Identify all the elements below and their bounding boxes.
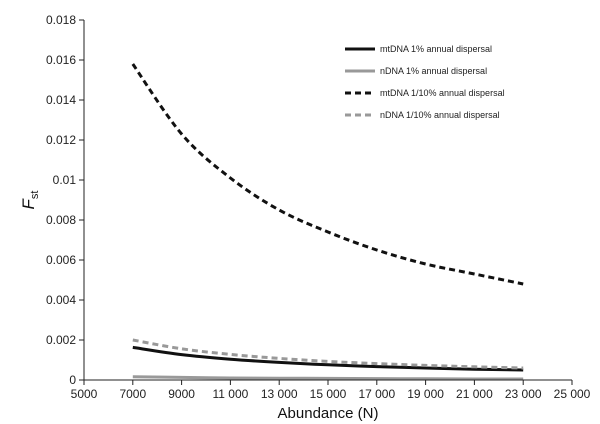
legend-label-mtdna-1-10-annual-dispersal: mtDNA 1/10% annual dispersal xyxy=(380,88,505,98)
y-tick-label: 0.006 xyxy=(46,253,76,267)
x-tick-label: 25 000 xyxy=(554,387,591,401)
y-tick-label: 0.012 xyxy=(46,133,76,147)
plot-lines xyxy=(131,63,524,381)
x-axis-title: Abundance (N) xyxy=(278,405,379,422)
y-axis-title-main: F xyxy=(19,197,38,209)
y-axis-ticks: 0 0.002 0.004 0.006 0.008 0.01 0.012 0.014 0.016… xyxy=(46,13,84,387)
x-tick-label: 17 000 xyxy=(358,387,395,401)
series-line-ndna-1-annual-dispersal xyxy=(132,375,524,381)
y-axis-title-sub: st xyxy=(29,191,41,200)
x-tick-label: 7000 xyxy=(119,387,146,401)
x-tick-label: 21 000 xyxy=(456,387,493,401)
y-tick-label: 0.002 xyxy=(46,333,76,347)
legend-label-ndna-1-annual-dispersal: nDNA 1% annual dispersal xyxy=(380,66,487,76)
x-tick-label: 13 000 xyxy=(261,387,298,401)
y-tick-label: 0 xyxy=(69,373,76,387)
x-axis-ticks: 5000 7000 9000 11 000 13 000 15 000 17 000 19 0… xyxy=(71,380,591,401)
legend-label-mtdna-1-annual-dispersal: mtDNA 1% annual dispersal xyxy=(380,44,492,54)
series-line-ndna-1-10-annual-dispersal xyxy=(132,338,524,370)
x-tick-label: 23 000 xyxy=(505,387,542,401)
x-tick-label: 11 000 xyxy=(212,387,248,401)
y-tick-label: 0.018 xyxy=(46,13,76,27)
legend: mtDNA 1% annual dispersal nDNA 1% annual … xyxy=(345,44,505,120)
y-tick-label: 0.014 xyxy=(46,93,76,107)
x-tick-label: 9000 xyxy=(168,387,195,401)
y-axis-title: Fst xyxy=(19,191,41,210)
y-tick-label: 0.01 xyxy=(53,173,77,187)
x-tick-label: 19 000 xyxy=(407,387,444,401)
y-tick-label: 0.008 xyxy=(46,213,76,227)
series-line-mtdna-1-10-annual-dispersal xyxy=(131,63,524,286)
x-tick-label: 5000 xyxy=(71,387,98,401)
y-tick-label: 0.004 xyxy=(46,293,76,307)
legend-label-ndna-1-10-annual-dispersal: nDNA 1/10% annual dispersal xyxy=(380,110,500,120)
y-tick-label: 0.016 xyxy=(46,53,76,67)
x-tick-label: 15 000 xyxy=(310,387,347,401)
series-line-mtdna-1-annual-dispersal xyxy=(132,345,524,372)
